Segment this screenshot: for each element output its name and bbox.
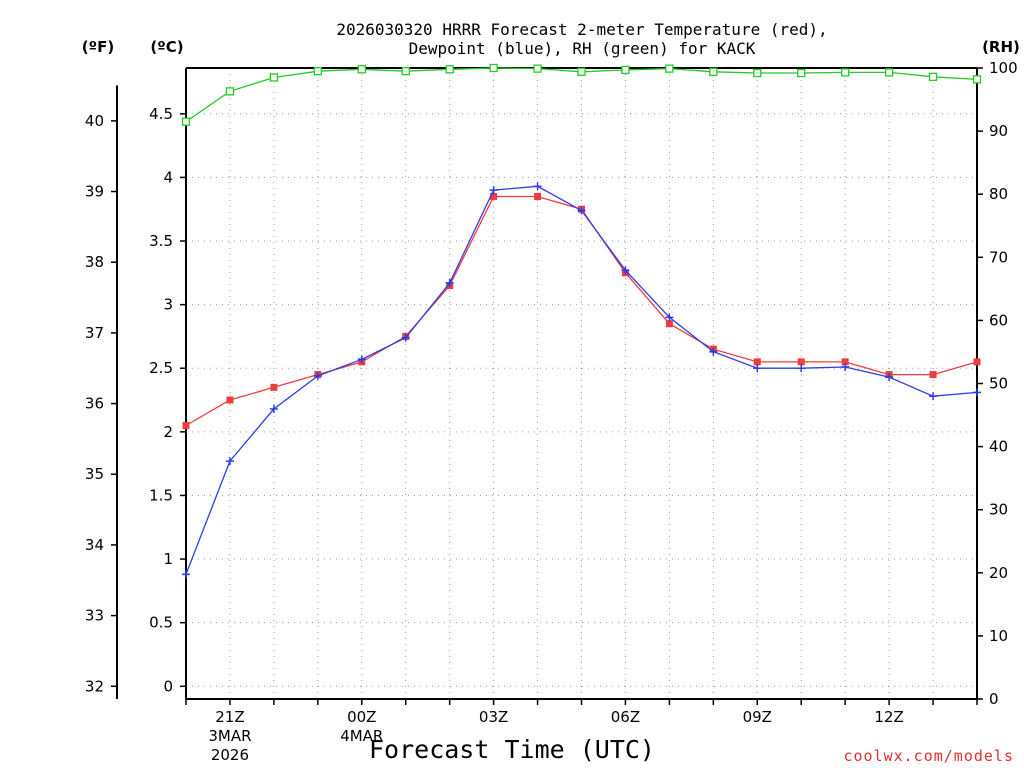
fahrenheit-tick-label: 36 bbox=[85, 395, 104, 413]
rh-point bbox=[753, 68, 762, 78]
rh-point bbox=[621, 65, 630, 75]
rh-point bbox=[928, 72, 938, 81]
temperature-point bbox=[270, 383, 278, 391]
celsius-tick-label: 1 bbox=[163, 550, 173, 568]
dewpoint-point bbox=[533, 182, 542, 191]
celsius-tick-label: 4.5 bbox=[149, 105, 173, 123]
rh-point bbox=[577, 67, 586, 76]
rh-point bbox=[269, 73, 279, 82]
rh-point bbox=[225, 87, 235, 96]
x-tick-label: 03Z bbox=[479, 708, 508, 726]
gridlines bbox=[186, 68, 977, 699]
temperature-point bbox=[226, 396, 234, 404]
dewpoint-point bbox=[182, 570, 190, 579]
dewpoint-point bbox=[753, 364, 762, 373]
x-tick-date-label: 4MAR bbox=[340, 727, 383, 745]
dewpoint-point bbox=[929, 392, 938, 401]
dewpoint-point bbox=[225, 457, 234, 466]
rh-point bbox=[181, 117, 191, 126]
dewpoint-point bbox=[269, 404, 278, 413]
rh-point bbox=[884, 68, 894, 77]
celsius-tick-label: 2.5 bbox=[149, 359, 173, 377]
temperature-point bbox=[841, 358, 849, 366]
fahrenheit-tick-label: 34 bbox=[85, 536, 104, 554]
dewpoint-point bbox=[841, 362, 850, 371]
dewpoint-point bbox=[577, 206, 586, 215]
rh-point bbox=[357, 65, 366, 74]
temperature-point bbox=[490, 192, 498, 200]
temperature-point bbox=[973, 358, 981, 366]
x-axis-label: Forecast Time (UTC) bbox=[369, 735, 655, 764]
rh-tick-label: 0 bbox=[989, 690, 999, 708]
celsius-tick-label: 3 bbox=[163, 296, 173, 314]
celsius-tick-label: 4 bbox=[163, 168, 173, 186]
x-tick-label: 21Z bbox=[215, 708, 244, 726]
fahrenheit-tick-label: 35 bbox=[85, 465, 104, 483]
dewpoint-point bbox=[665, 313, 674, 322]
dewpoint-point bbox=[401, 333, 410, 342]
celsius-unit-label: (ºC) bbox=[150, 38, 183, 56]
x-tick-label: 06Z bbox=[611, 708, 640, 726]
celsius-tick-label: 2 bbox=[163, 423, 173, 441]
fahrenheit-unit-label: (ºF) bbox=[82, 38, 114, 56]
rh-point bbox=[313, 67, 322, 76]
x-tick-label: 12Z bbox=[874, 708, 903, 726]
x-tick-label: 09Z bbox=[743, 708, 772, 726]
rh-tick-label: 80 bbox=[989, 185, 1008, 203]
data-series bbox=[181, 63, 982, 579]
dewpoint-point bbox=[885, 373, 894, 382]
rh-point bbox=[665, 64, 674, 73]
dewpoint-point bbox=[357, 355, 366, 364]
dewpoint-point bbox=[621, 266, 630, 275]
rh-tick-label: 60 bbox=[989, 311, 1008, 329]
x-tick-label: 00Z bbox=[347, 708, 376, 726]
dewpoint-point bbox=[709, 347, 718, 356]
rh-tick-label: 70 bbox=[989, 248, 1008, 266]
fahrenheit-tick-label: 39 bbox=[85, 183, 104, 201]
chart-title-line2: Dewpoint (blue), RH (green) for KACK bbox=[409, 39, 756, 58]
dewpoint-point bbox=[797, 364, 806, 373]
dewpoint-point bbox=[973, 388, 981, 397]
temperature-point bbox=[534, 192, 542, 200]
fahrenheit-tick-label: 32 bbox=[85, 677, 104, 695]
rh-tick-label: 40 bbox=[989, 438, 1008, 456]
rh-tick-label: 20 bbox=[989, 564, 1008, 582]
rh-point bbox=[533, 64, 542, 73]
rh-point bbox=[841, 68, 850, 77]
rh-tick-label: 10 bbox=[989, 627, 1008, 645]
credit-text: coolwx.com/models bbox=[843, 747, 1014, 765]
temperature-point bbox=[753, 358, 761, 366]
temperature-point bbox=[929, 371, 937, 379]
rh-tick-label: 30 bbox=[989, 501, 1008, 519]
axes: 32 33 34 35 36 37 38 39 40 0 0.5 1 1.5 2 2.5 3 3.5 4 4.5 0 1… bbox=[85, 59, 1018, 764]
rh-point bbox=[445, 65, 454, 74]
temperature-point bbox=[797, 358, 805, 366]
chart-title-line1: 2026030320 HRRR Forecast 2-meter Tempera… bbox=[336, 20, 827, 39]
rh-unit-label: (RH) bbox=[982, 38, 1020, 56]
x-tick-year-label: 2026 bbox=[211, 746, 249, 764]
rh-tick-label: 90 bbox=[989, 122, 1008, 140]
fahrenheit-tick-label: 38 bbox=[85, 253, 104, 271]
rh-tick-label: 50 bbox=[989, 375, 1008, 393]
temperature-point bbox=[665, 320, 673, 328]
rh-point bbox=[972, 75, 982, 84]
x-tick-date-label: 3MAR bbox=[208, 727, 251, 745]
fahrenheit-tick-label: 40 bbox=[85, 112, 104, 130]
rh-point bbox=[797, 68, 806, 78]
dewpoint-point bbox=[489, 186, 498, 195]
rh-point bbox=[709, 67, 718, 76]
rh-point bbox=[401, 67, 410, 76]
rh-point bbox=[489, 63, 498, 73]
rh-tick-label: 100 bbox=[989, 59, 1018, 77]
celsius-tick-label: 1.5 bbox=[149, 486, 173, 504]
celsius-tick-label: 3.5 bbox=[149, 232, 173, 250]
fahrenheit-tick-label: 33 bbox=[85, 607, 104, 625]
dewpoint-point bbox=[313, 371, 322, 380]
dewpoint-point bbox=[445, 278, 454, 287]
temperature-point bbox=[182, 421, 190, 429]
fahrenheit-tick-label: 37 bbox=[85, 324, 104, 342]
celsius-tick-label: 0 bbox=[163, 677, 173, 695]
celsius-tick-label: 0.5 bbox=[149, 614, 173, 632]
